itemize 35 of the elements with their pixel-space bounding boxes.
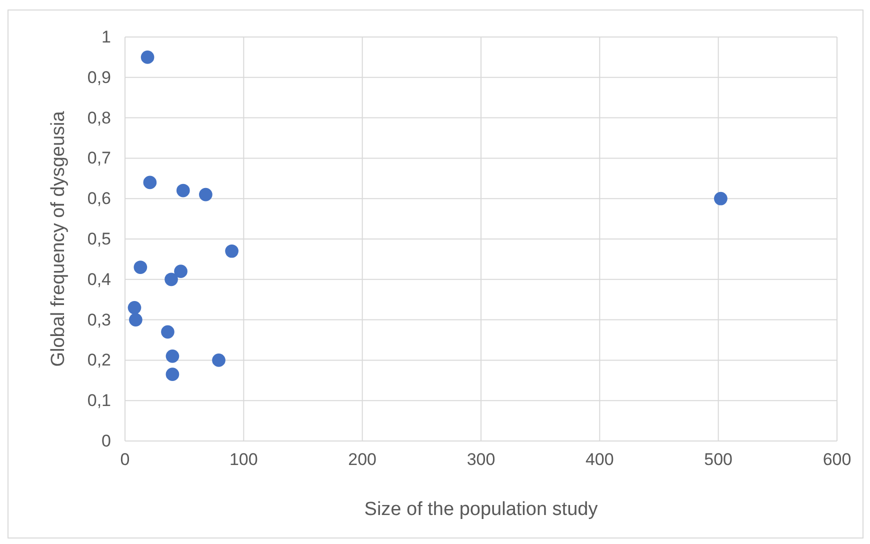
x-axis-title: Size of the population study xyxy=(364,499,598,520)
point xyxy=(128,301,142,314)
point xyxy=(129,313,142,326)
y-tick-label: 0,8 xyxy=(87,108,111,128)
point xyxy=(714,192,728,206)
point xyxy=(176,184,190,198)
x-tick-label: 300 xyxy=(466,450,496,470)
y-axis-title: Global frequency of dysgeusia xyxy=(48,110,69,367)
point xyxy=(143,176,157,190)
y-tick-label: 0,4 xyxy=(87,270,111,289)
y-tick-label: 0,3 xyxy=(87,310,111,330)
x-tick-label: 500 xyxy=(704,450,733,470)
point xyxy=(166,368,180,382)
point xyxy=(161,325,174,339)
y-tick-label: 0,5 xyxy=(87,229,111,248)
x-tick-label: 600 xyxy=(822,450,852,470)
point xyxy=(166,349,180,363)
x-tick-label: 200 xyxy=(348,450,377,470)
point xyxy=(225,244,238,258)
point xyxy=(164,272,178,286)
x-tick-label: 100 xyxy=(229,450,258,470)
point xyxy=(199,188,212,202)
y-tick-label: 0,9 xyxy=(87,68,111,87)
y-tick-label: 0,1 xyxy=(87,391,111,410)
y-tick-label: 0,2 xyxy=(87,350,111,370)
point xyxy=(140,50,154,64)
y-tick-label: 0,7 xyxy=(87,148,111,168)
point xyxy=(174,264,188,278)
y-tick-label: 0,6 xyxy=(87,189,111,208)
point xyxy=(134,260,148,274)
y-tick-label: 0 xyxy=(102,431,111,450)
y-tick-label: 1 xyxy=(102,27,111,46)
point xyxy=(212,354,226,367)
x-tick-label: 400 xyxy=(585,450,614,470)
x-tick-label: 0 xyxy=(120,450,130,470)
